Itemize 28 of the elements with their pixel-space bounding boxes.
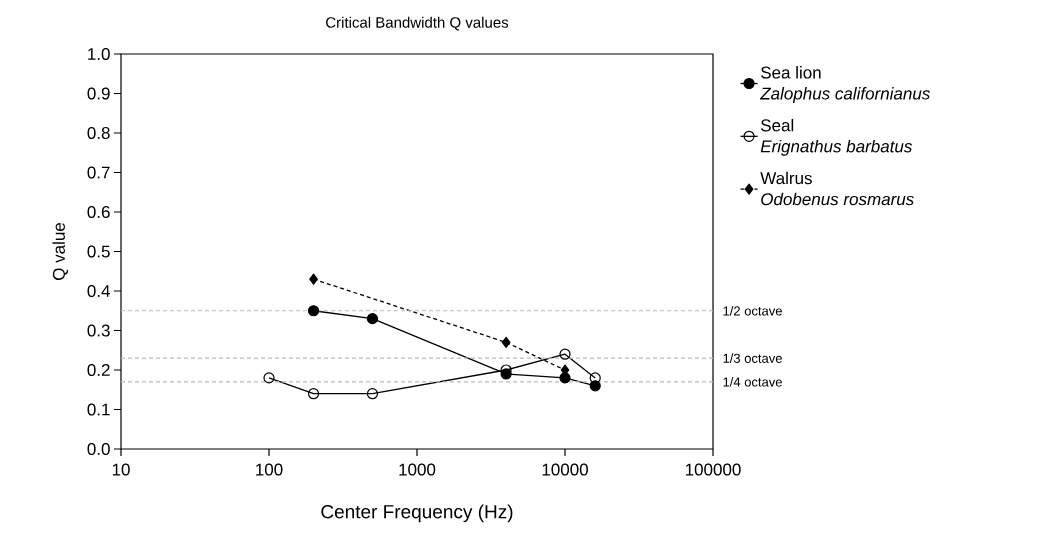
y-tick-label: 0.9 xyxy=(87,87,110,100)
legend-label: Walrus xyxy=(760,171,812,185)
ref-line-label: 1/2 octave xyxy=(723,305,782,316)
chart-title: Critical Bandwidth Q values xyxy=(326,16,509,31)
x-tick-label: 10 xyxy=(112,463,130,476)
text: Erignathus barbatus xyxy=(760,139,913,156)
y-tick-label: 0.4 xyxy=(87,284,110,298)
y-tick-label: 1.0 xyxy=(88,47,110,61)
y-tick-label: 0.7 xyxy=(87,166,110,179)
x-tick-label: 100 xyxy=(256,463,283,476)
x-axis-title: Center Frequency (Hz) xyxy=(321,504,513,523)
legend-label: Seal xyxy=(761,118,794,132)
y-axis-title: Q value xyxy=(52,222,68,280)
y-tick-label: 0.5 xyxy=(87,245,110,258)
text: Odobenus rosmarus xyxy=(761,192,914,206)
y-tick-label: 0.2 xyxy=(87,363,110,377)
legend-label: Sea lion xyxy=(761,66,821,79)
ref-line-label: 1/4 octave xyxy=(723,377,782,387)
y-tick-label: 0.3 xyxy=(87,324,110,337)
ref-line-label: 1/3 octave xyxy=(723,353,782,363)
x-tick-label: 1000 xyxy=(399,463,436,476)
x-tick-label: 10000 xyxy=(542,463,588,476)
y-tick-label: 0.1 xyxy=(87,403,110,416)
x-tick-label: 100000 xyxy=(685,463,741,476)
text: Zalophus californianus xyxy=(759,87,930,103)
y-tick-label: 0.0 xyxy=(87,442,110,456)
y-tick-label: 0.6 xyxy=(87,205,110,219)
y-tick-label: 0.8 xyxy=(87,126,110,140)
